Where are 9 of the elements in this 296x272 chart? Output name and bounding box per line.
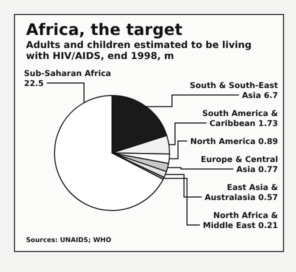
chart-title: Africa, the target	[26, 20, 182, 39]
slice-label: Sub-Saharan Africa 22.5	[24, 69, 112, 88]
slice-label: East Asia & Australasia 0.57	[204, 183, 278, 202]
slice-label: South America & Caribbean 1.73	[202, 109, 278, 128]
chart-subtitle: Adults and children estimated to be living with HIV/AIDS, end 1998, m	[26, 40, 253, 62]
slice-label: North Africa & Middle East 0.21	[202, 211, 278, 230]
slice-label: North America 0.89	[190, 137, 278, 146]
slice-label: Europe & Central Asia 0.77	[200, 155, 278, 174]
slice-label: South & South-East Asia 6.7	[190, 81, 278, 100]
